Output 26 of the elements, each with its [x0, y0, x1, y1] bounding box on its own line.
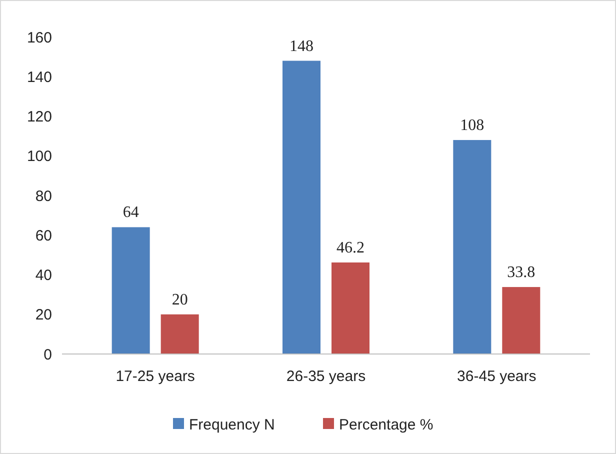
x-tick-label: 26-35 years — [286, 368, 366, 385]
y-tick-label: 80 — [35, 188, 52, 205]
y-tick-label: 120 — [26, 108, 52, 126]
data-label: 20 — [172, 291, 188, 308]
y-tick-label: 160 — [26, 29, 52, 46]
x-tick-label: 36-45 years — [457, 368, 536, 385]
data-label: 46.2 — [336, 239, 364, 256]
bar — [453, 140, 492, 354]
x-tick-label: 17-25 years — [116, 368, 195, 385]
data-label: 108 — [460, 117, 484, 134]
legend-label: Frequency N — [189, 416, 275, 434]
y-tick-label: 60 — [35, 227, 52, 244]
data-label: 148 — [290, 38, 314, 55]
y-tick-label: 20 — [35, 306, 52, 324]
bar — [112, 227, 150, 354]
y-tick-label: 0 — [44, 346, 52, 364]
bar — [332, 262, 370, 354]
bar — [502, 287, 540, 354]
y-tick-label: 100 — [26, 148, 52, 166]
data-label: 33.8 — [507, 264, 536, 282]
legend-label: Percentage % — [339, 416, 434, 434]
data-label: 64 — [122, 204, 139, 222]
bar — [282, 60, 320, 354]
y-tick-label: 140 — [26, 68, 52, 86]
y-tick-label: 40 — [35, 267, 52, 284]
bar — [160, 314, 199, 354]
